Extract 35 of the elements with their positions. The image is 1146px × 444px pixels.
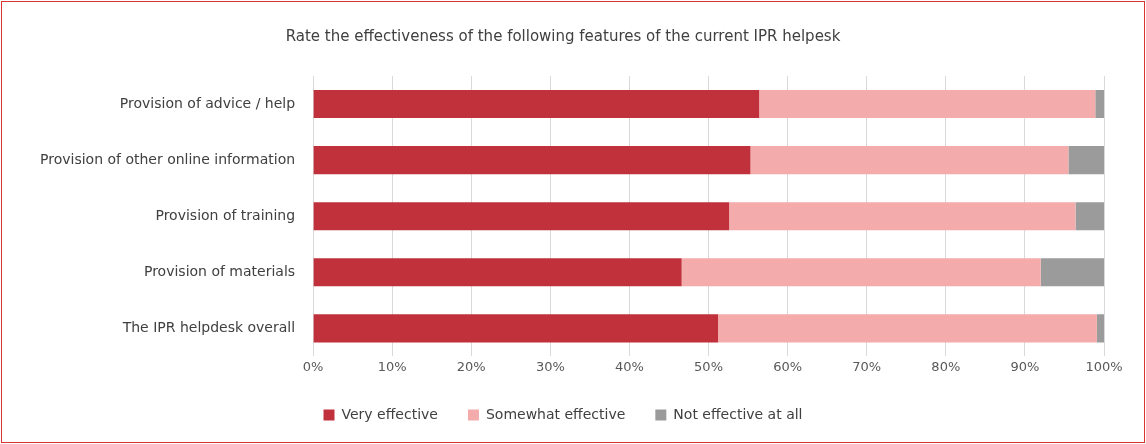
x-tick-label: 30%	[535, 358, 565, 374]
x-tick-label: 10%	[377, 358, 407, 374]
x-tick-label: 40%	[615, 358, 644, 374]
bar	[313, 90, 760, 119]
bar	[681, 258, 1041, 287]
x-tick-label: 20%	[456, 358, 486, 374]
x-tick-label: 50%	[694, 358, 723, 374]
x-tick-label: 70%	[852, 358, 882, 374]
bar	[313, 202, 730, 231]
bar	[1095, 90, 1104, 119]
y-tick-label: Provision of other online information	[39, 150, 296, 167]
x-tick-label: 80%	[931, 358, 961, 374]
legend-label: Very effective	[341, 405, 438, 422]
y-tick-label: Provision of materials	[143, 262, 296, 279]
bar	[1075, 202, 1104, 231]
legend-label: Somewhat effective	[485, 405, 626, 422]
bar	[1040, 258, 1104, 287]
x-tick-label: 100%	[1085, 358, 1123, 374]
bar	[313, 258, 682, 287]
y-tick-label: The IPR helpdesk overall	[121, 319, 296, 335]
x-tick-label: 60%	[773, 358, 803, 374]
chart-title: Rate the effectiveness of the following features of the current IPR helpesk	[285, 26, 841, 45]
bar	[750, 146, 1069, 175]
bar	[313, 314, 719, 343]
y-tick-label: Provision of training	[155, 206, 296, 223]
bar	[1096, 314, 1104, 343]
legend-label: Not effective at all	[673, 405, 803, 422]
bar	[718, 314, 1097, 343]
x-tick-label: 90%	[1010, 358, 1040, 374]
bar	[729, 202, 1076, 231]
x-tick-label: 0%	[302, 358, 324, 374]
bar	[759, 90, 1096, 119]
bar	[313, 146, 751, 175]
y-tick-label: Provision of advice / help	[119, 94, 296, 111]
bar	[1068, 146, 1104, 175]
